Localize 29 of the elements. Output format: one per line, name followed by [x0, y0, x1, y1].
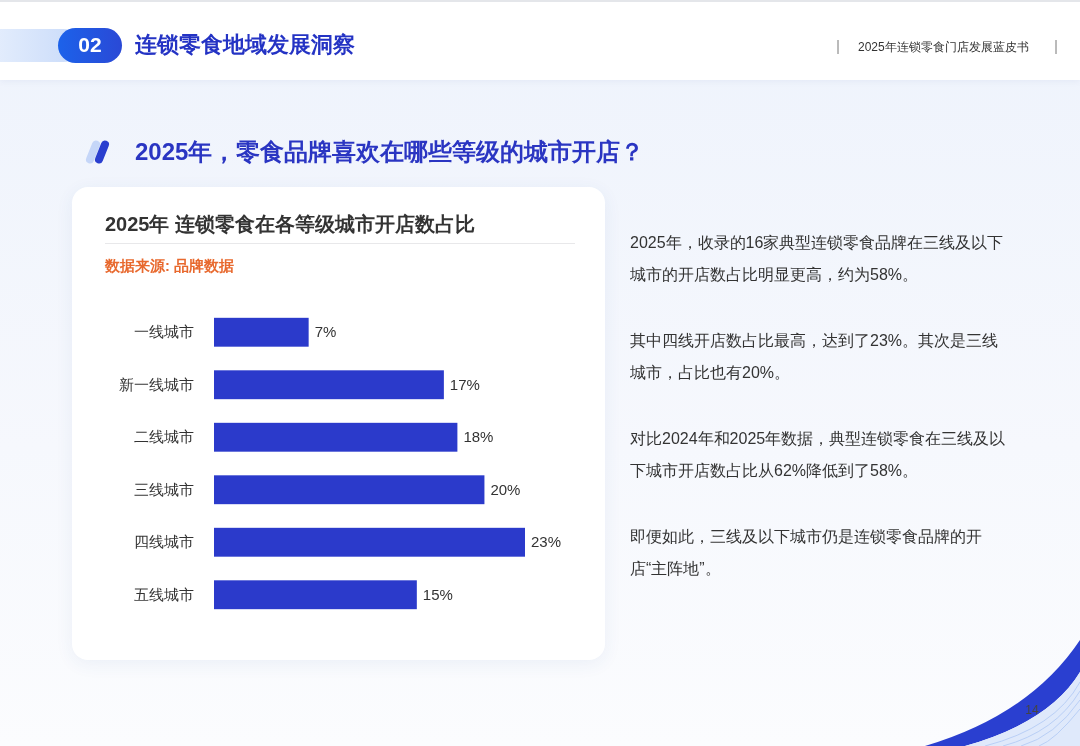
- y-tick-label: 一线城市: [134, 322, 194, 342]
- bar: [214, 422, 458, 452]
- text: 2025年，零食品牌喜欢在哪些等级的城市开店？: [135, 137, 645, 167]
- data-label: 7%: [314, 322, 337, 342]
- text: 对比2024年和2025年数据，典型连锁零食在三线及以下城市开店数占比从62%降低到了58%。: [630, 429, 1007, 481]
- text: 其中四线开店数占比最高，达到了23%。其次是三线城市，占比也有20%。: [630, 331, 1000, 383]
- text: 14: [1025, 702, 1039, 718]
- y-tick-label: 新一线城市: [119, 375, 194, 395]
- chart-title: 2025年 连锁零食在各等级城市开店数占比: [105, 211, 476, 237]
- bar: [214, 317, 309, 347]
- bar: [214, 475, 485, 505]
- data-label: 17%: [449, 375, 480, 395]
- y-tick-label: 二线城市: [134, 427, 194, 447]
- bar: [214, 580, 417, 610]
- data-label: 18%: [463, 427, 494, 447]
- bar: [214, 527, 525, 557]
- y-tick-label: 四线城市: [134, 532, 194, 552]
- y-tick-label: 五线城市: [134, 585, 194, 605]
- text: 连锁零食地域发展洞察: [135, 31, 355, 59]
- text: 02: [78, 31, 102, 58]
- data-label: 20%: [490, 480, 521, 500]
- y-tick-label: 三线城市: [134, 480, 194, 500]
- text: 2025年连锁零食门店发展蓝皮书: [858, 39, 1029, 55]
- data-label: 23%: [531, 532, 562, 552]
- text: 2025年，收录的16家典型连锁零食品牌在三线及以下城市的开店数占比明显更高，约为58%。: [630, 233, 1005, 285]
- source-note: 数据来源: 品牌数据: [105, 256, 234, 276]
- text: 即便如此，三线及以下城市仍是连锁零食品牌的开店“主阵地”。: [630, 527, 983, 579]
- bar: [214, 370, 444, 400]
- data-label: 15%: [422, 585, 453, 605]
